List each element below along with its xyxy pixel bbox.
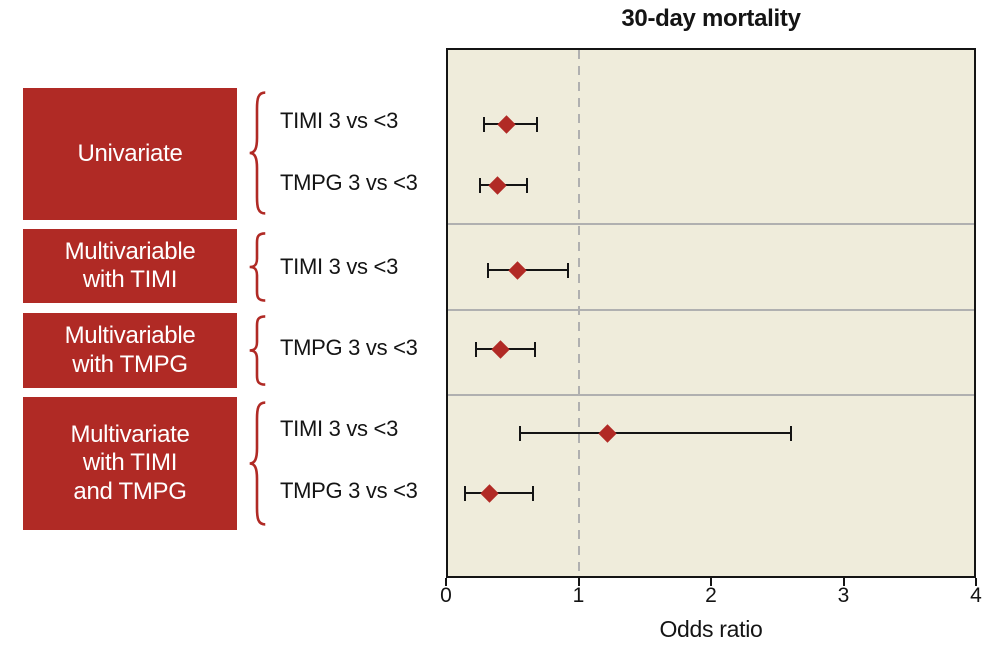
x-axis-tick [577,578,580,586]
odds-ratio-marker [491,339,510,359]
group-box-label-line: with TMPG [72,350,188,378]
group-box-label-line: Univariate [77,139,183,167]
ci-cap-right [789,425,792,441]
row-label: TIMI 3 vs <3 [280,108,399,133]
group-box: Multivariable with TMPG [23,313,237,388]
ci-cap-right [536,116,539,132]
confidence-interval-line [520,432,791,434]
ci-cap-left [487,262,490,278]
ci-cap-left [475,341,478,357]
ci-cap-right [533,341,536,357]
ci-cap-left [463,485,466,501]
chart-title: 30-day mortality [621,5,801,32]
row-label: TMPG 3 vs <3 [280,478,418,503]
x-axis-tick-label: 2 [705,584,717,607]
section-separator-line [448,309,974,311]
odds-ratio-marker [497,114,517,134]
group-box-label-line: Multivariable [64,322,196,350]
ci-cap-left [519,425,522,441]
confidence-interval-line [464,492,534,494]
odds-ratio-marker [508,260,527,280]
group-box: Multivariable with TIMI [23,229,237,303]
section-separator-line [448,394,974,396]
x-axis-tick-label: 3 [837,584,850,607]
row-label: TIMI 3 vs <3 [280,416,399,441]
ci-cap-right [525,177,528,193]
group-box-label-line: Multivariate [70,421,190,449]
group-brace [246,90,268,216]
row-label: TMPG 3 vs <3 [280,170,418,195]
odds-ratio-marker [598,423,617,443]
x-axis-tick-label: 0 [440,584,452,607]
section-separator-line [448,223,974,225]
group-brace [246,400,268,527]
group-box-label-line: Multivariable [64,237,196,265]
confidence-interval-line [488,269,568,271]
x-axis-tick [710,578,712,586]
reference-line [577,50,580,576]
group-brace [246,315,268,386]
ci-cap-right [532,485,535,501]
x-axis-title: Odds ratio [659,616,763,642]
odds-ratio-marker [488,175,507,195]
ci-cap-left [483,116,486,132]
group-box-label-line: with TIMI [82,266,178,293]
x-axis-tick [842,578,845,586]
x-axis-tick-label: 1 [572,584,585,607]
group-box-label-line: and TMPG [73,477,187,505]
group-brace [246,232,268,302]
ci-cap-right [566,262,569,278]
group-box-label-line: with TIMI [82,449,178,477]
group-box: Multivariate with TIMI and TMPG [23,397,237,530]
x-axis-tick [975,578,977,586]
x-axis-tick [445,578,447,586]
x-axis-tick-label: 4 [970,584,982,607]
row-label: TMPG 3 vs <3 [280,335,418,360]
ci-cap-left [479,177,482,193]
group-box: Univariate [23,88,237,220]
row-label: TIMI 3 vs <3 [280,254,399,279]
odds-ratio-marker [480,483,499,503]
